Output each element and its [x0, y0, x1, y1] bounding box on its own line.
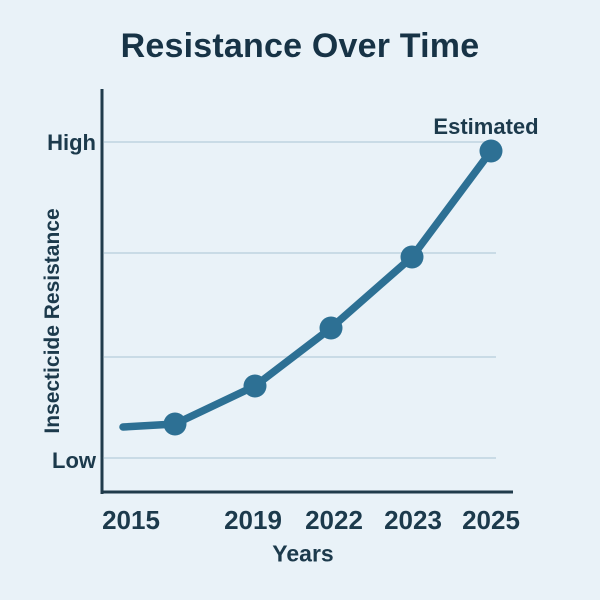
x-tick-2023: 2023 — [384, 505, 442, 535]
y-axis-label: Insecticide Resistance — [41, 208, 64, 434]
x-tick-2025: 2025 — [462, 505, 520, 535]
estimated-annotation: Estimated — [433, 114, 539, 139]
x-axis-label: Years — [272, 540, 334, 567]
x-tick-2019: 2019 — [224, 505, 282, 535]
x-tick-2022: 2022 — [305, 505, 363, 535]
chart-title: Resistance Over Time — [120, 27, 480, 65]
x-tick-2015: 2015 — [102, 505, 160, 535]
y-tick-low: Low — [52, 448, 96, 473]
y-tick-high: High — [47, 130, 96, 155]
